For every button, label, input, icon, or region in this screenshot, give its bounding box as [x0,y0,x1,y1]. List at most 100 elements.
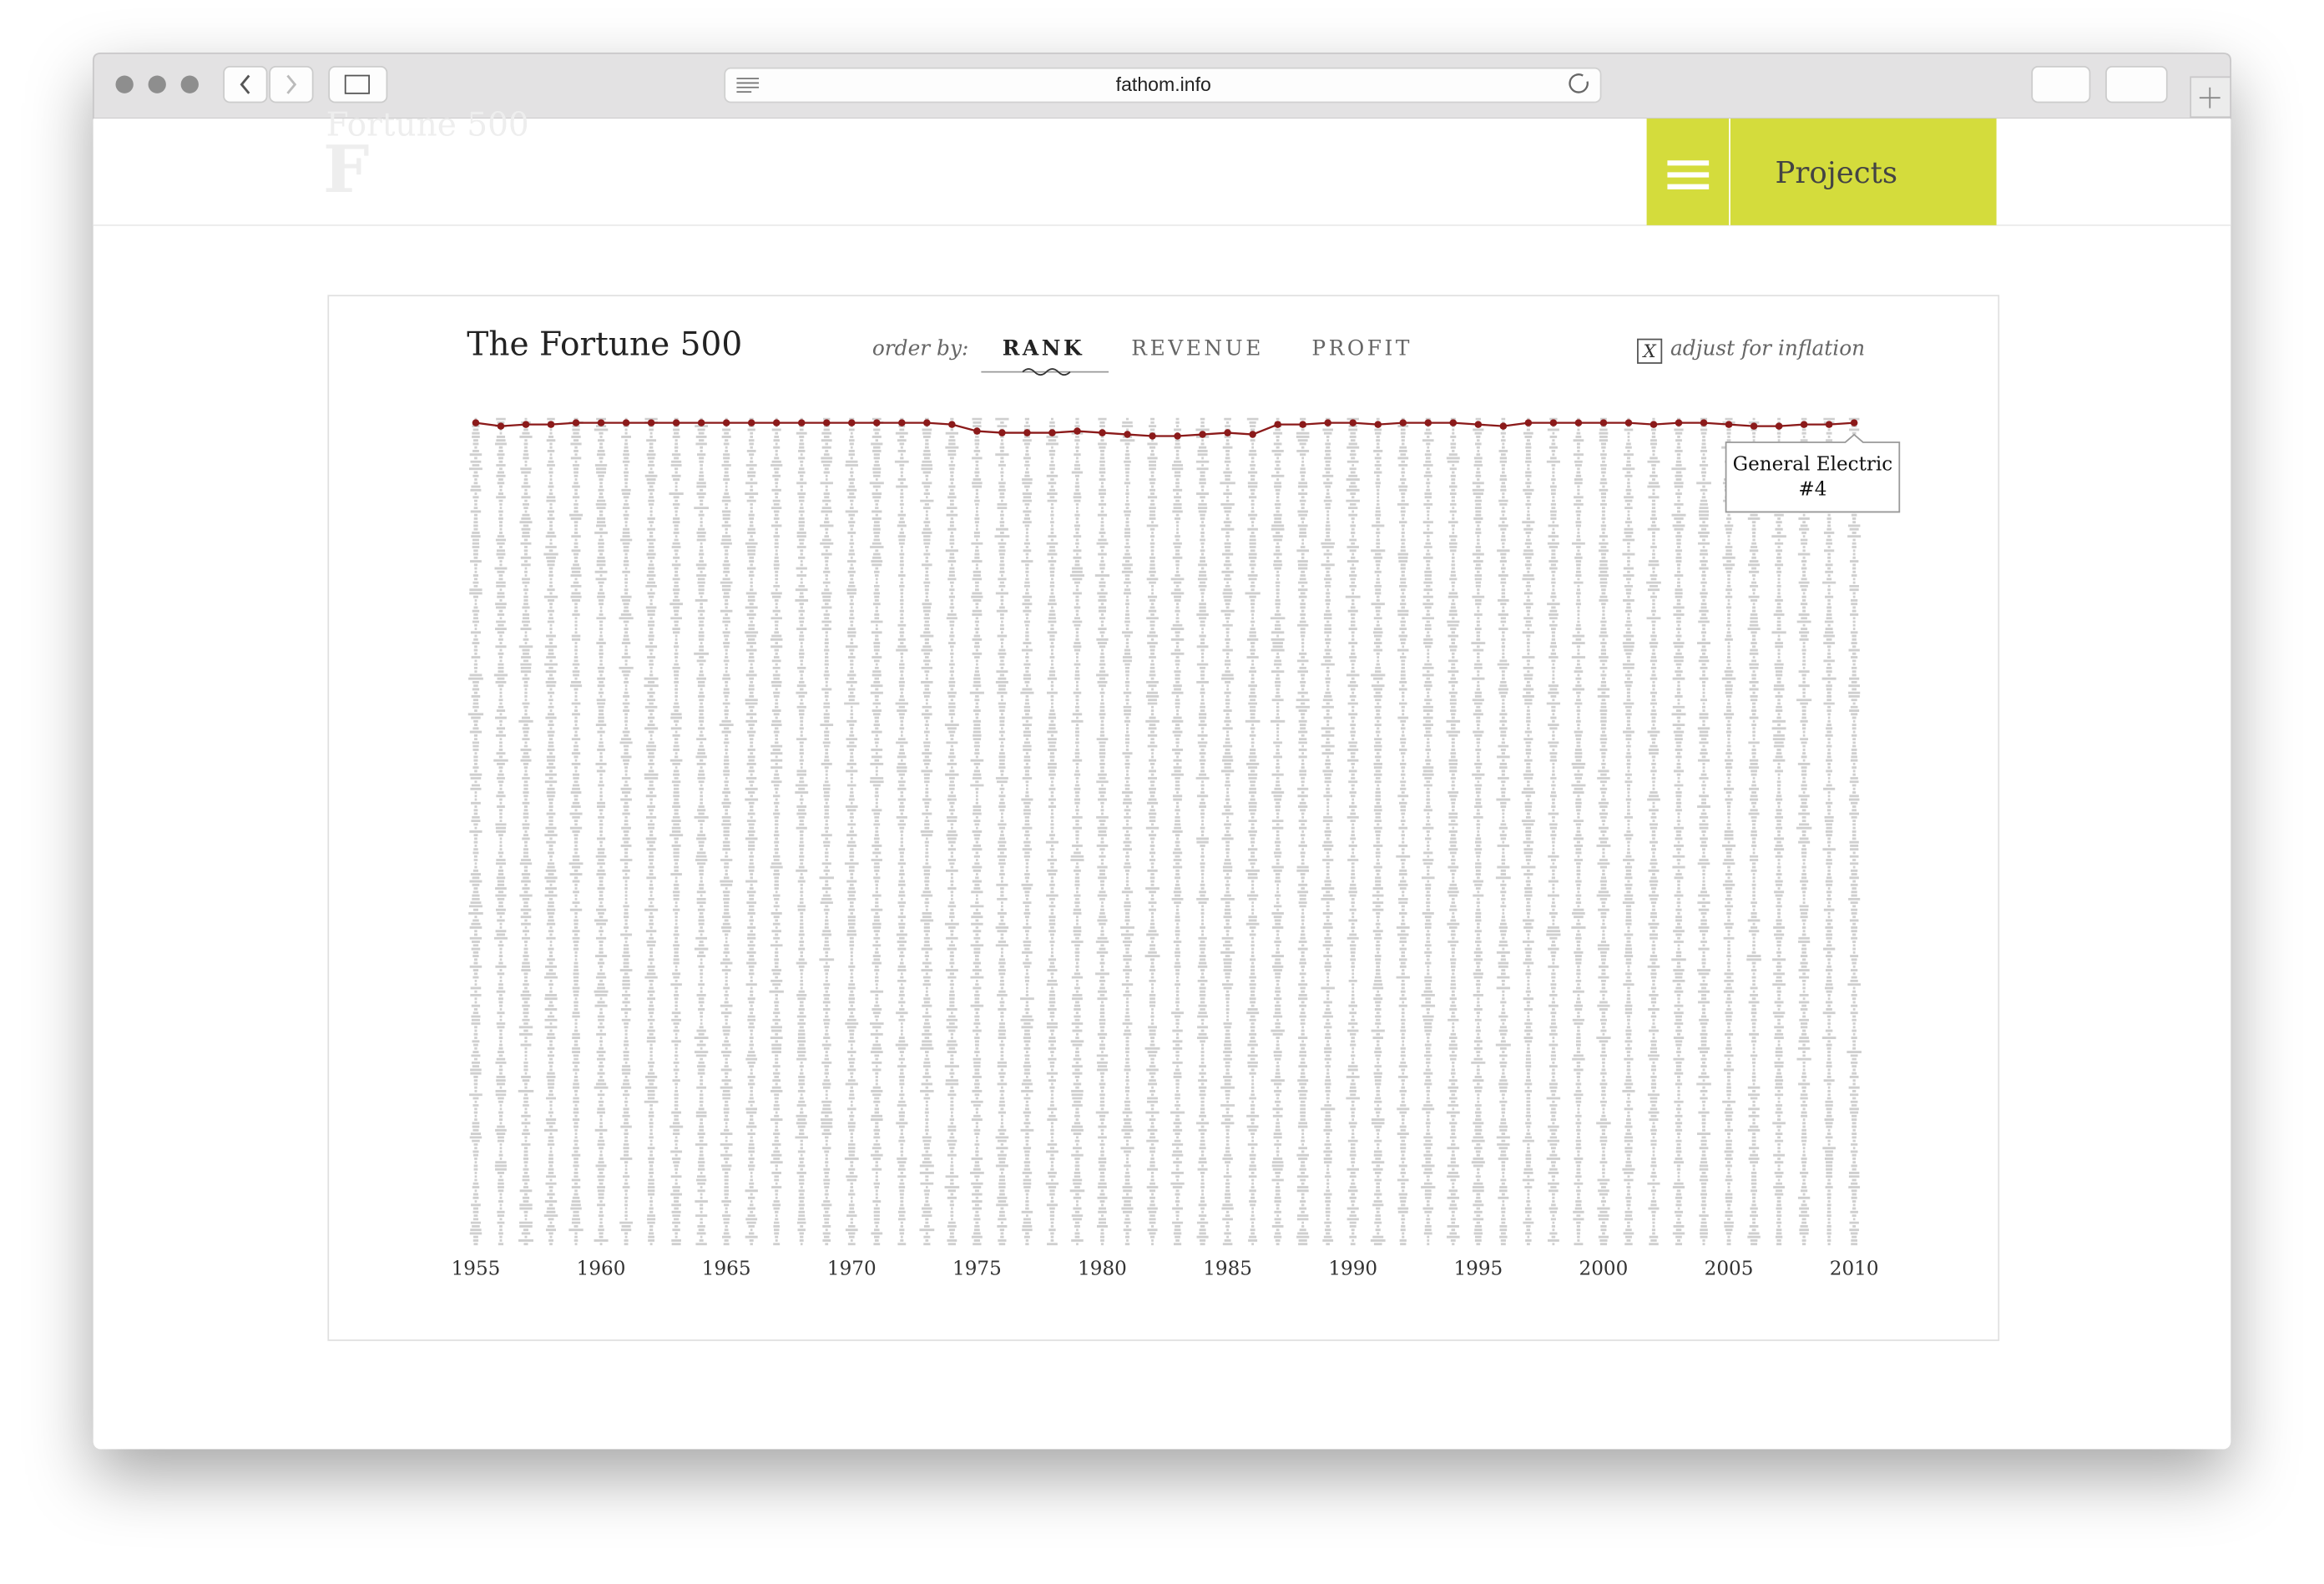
plus-icon [2199,87,2220,108]
ge-rank-point [1825,421,1833,428]
company-bars [1170,417,1185,1246]
projects-button[interactable] [1646,119,1997,225]
ge-rank-point [1449,419,1458,426]
x-tick-label: 1960 [577,1259,626,1280]
ge-rank-point [1224,429,1231,436]
menu-icon[interactable] [1667,160,1710,189]
company-bars [1296,417,1311,1246]
ge-rank-point [1199,431,1206,438]
company-bars [1195,417,1210,1246]
company-bars [1370,417,1386,1246]
forward-icon [286,74,297,94]
company-bars [1771,417,1786,1246]
ge-rank-point [1725,421,1733,428]
ge-rank-point [547,421,555,428]
company-bars [1495,417,1511,1246]
minimize-button[interactable] [148,75,166,93]
company-columns [467,417,1862,1246]
company-bars [1847,417,1862,1246]
checkbox-mark: X [1642,341,1657,362]
order-option[interactable]: PROFIT [1311,336,1412,361]
company-bars [1345,417,1361,1246]
company-bars [919,417,935,1246]
logo-letter: F [323,132,369,208]
ge-rank-point [1549,419,1558,426]
order-by-label: order by: [872,336,969,361]
ge-rank-point [1700,419,1708,426]
reader-icon [736,78,760,93]
company-bars [1094,417,1110,1246]
tabs-button[interactable] [2105,66,2168,103]
ge-rank-point [1624,419,1633,426]
company-bars [1119,417,1135,1246]
ge-rank-point [797,419,806,426]
company-bars [1421,417,1436,1246]
inflation-label[interactable]: adjust for inflation [1670,336,1865,361]
ge-rank-point [772,419,781,426]
ge-rank-point [722,419,730,426]
ge-rank-point [1299,421,1306,428]
x-tick-label: 1990 [1328,1259,1377,1280]
company-bars [669,417,684,1246]
ge-rank-point [1499,422,1508,430]
projects-label[interactable]: Projects [1776,156,1898,190]
ge-rank-point [1474,421,1483,428]
x-tick-label: 1975 [952,1259,1002,1280]
close-button[interactable] [115,75,134,93]
company-bars [1696,417,1711,1246]
sidebar-button[interactable] [328,66,388,103]
ge-rank-point [822,419,831,426]
share-button[interactable] [2031,66,2091,103]
ge-rank-point [1775,422,1783,430]
company-bars [1521,417,1536,1246]
company-bars [1321,417,1336,1246]
zoom-button[interactable] [180,75,199,93]
ge-rank-point [672,419,680,426]
x-tick-label: 1985 [1203,1259,1252,1280]
company-bars [1245,417,1261,1246]
x-tick-label: 2005 [1705,1259,1754,1280]
company-bars [1596,417,1611,1246]
ge-rank-point [923,419,931,426]
ge-rank-point [1574,419,1583,426]
ge-rank-point [747,419,755,426]
order-option[interactable]: RANK [1003,336,1084,361]
company-bars [1622,417,1635,1246]
ge-rank-point [597,419,605,426]
forward-button[interactable] [269,66,314,103]
address-bar[interactable] [724,67,1602,103]
ge-rank-point [1800,421,1808,428]
company-bars [745,417,759,1246]
sidebar-icon [344,74,370,94]
company-bars [1270,417,1286,1246]
reload-icon[interactable] [1569,73,1589,93]
order-option[interactable]: REVENUE [1131,336,1264,361]
ge-rank-point [1174,432,1181,440]
ge-rank-point [1149,432,1156,440]
company-bars [1045,417,1059,1246]
company-bars [1446,417,1461,1246]
company-bars [894,417,909,1246]
company-bars [644,417,659,1246]
x-tick-label: 2010 [1830,1259,1879,1280]
company-bars [543,417,558,1246]
ge-rank-point [848,419,856,426]
company-bars [969,417,984,1246]
x-tick-label: 1970 [827,1259,877,1280]
company-bars [694,417,710,1246]
tooltip-company: General Electric [1733,454,1893,476]
ge-rank-point [1349,419,1357,426]
company-bars [1746,417,1761,1246]
inflation-checkbox[interactable] [1637,338,1663,364]
ge-rank-point [1074,427,1081,435]
back-icon [240,74,250,94]
ge-rank-point [522,421,530,428]
ge-rank-point [697,419,705,426]
x-tick-label: 1995 [1453,1259,1503,1280]
back-button[interactable] [223,66,268,103]
company-bars [1646,417,1661,1246]
company-bars [819,417,835,1246]
x-tick-label: 1965 [702,1259,751,1280]
ge-rank-point [973,427,981,435]
